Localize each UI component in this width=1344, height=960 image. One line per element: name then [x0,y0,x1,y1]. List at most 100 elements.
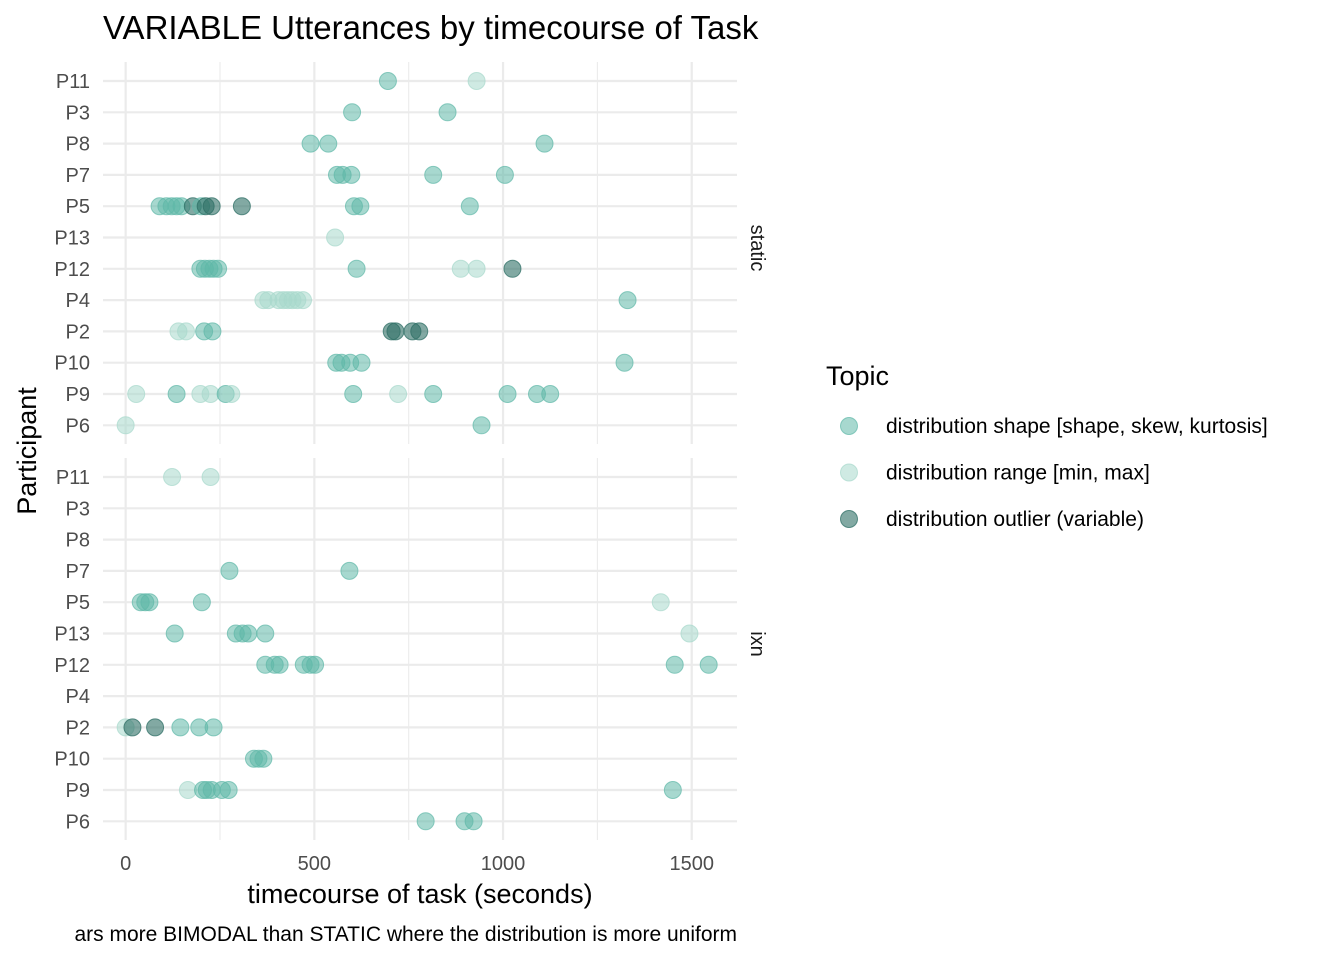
data-point-shape [665,655,684,674]
y-tick-label: P7 [66,561,90,583]
data-point-shape [254,749,273,768]
y-tick-label: P8 [66,530,90,552]
legend-item-range: distribution range [min, max] [840,462,1150,485]
data-point-shape [192,593,211,612]
facet-strip-label: static [746,225,768,272]
y-tick-label: P12 [54,655,90,677]
data-point-shape [301,134,320,153]
legend-item-shape: distribution shape [shape, skew, kurtosi… [840,415,1268,438]
data-point-outlier [146,718,165,737]
data-point-shape [319,134,338,153]
data-point-shape [352,353,371,372]
facet-strip-label: ixn [746,631,768,657]
chart-panels: P11 P3 P8 P7 P5 P13 P12 P4 P2 P10 P9 P6 static P11 P3 P… [54,62,768,840]
data-point-outlier [123,718,142,737]
data-point-range [326,228,345,247]
data-point-shape [239,624,258,643]
data-point-shape [351,197,370,216]
y-tick-label: P11 [56,467,90,489]
data-point-shape [464,812,483,831]
data-point-shape [270,655,289,674]
legend-label: distribution range [min, max] [886,462,1150,485]
y-tick-label: P6 [66,415,90,437]
data-point-shape [618,291,637,310]
legend-key [840,417,858,435]
data-point-shape [344,385,363,403]
chart-caption: ars more BIMODAL than STATIC where the d… [74,923,737,946]
data-point-shape [340,561,359,580]
y-tick-label: P4 [66,686,90,708]
legend-key [840,510,858,528]
data-point-shape [171,718,190,737]
data-point-outlier [410,322,429,341]
data-point-shape [343,103,362,122]
x-tick-label: 500 [298,853,331,875]
data-point-shape [615,353,634,372]
data-point-range [467,72,486,90]
data-point-shape [535,134,554,153]
data-point-shape [342,165,361,184]
data-point-shape [472,416,491,435]
y-tick-label: P10 [54,353,90,375]
data-point-shape [347,259,366,278]
y-tick-label: P8 [66,134,90,156]
data-point-range [451,259,470,278]
y-tick-label: P7 [66,165,90,187]
y-tick-label: P9 [66,384,90,406]
data-point-shape [220,561,239,580]
data-point-shape [203,322,222,341]
data-point-shape [256,624,275,643]
data-point-range [201,468,220,486]
data-point-shape [306,655,325,674]
y-tick-label: P10 [54,749,90,771]
data-point-shape [378,72,397,90]
y-tick-label: P13 [54,624,90,646]
x-axis-title: timecourse of task (seconds) [247,879,592,909]
data-point-range [116,416,135,435]
data-point-range [651,593,670,612]
x-axis: 0 500 1000 1500 [120,853,714,875]
data-point-shape [663,781,682,799]
y-tick-label: P12 [54,259,90,281]
data-point-shape [424,165,443,184]
legend-item-outlier: distribution outlier (variable) [840,508,1144,531]
data-point-shape [219,781,238,799]
data-point-range [389,385,408,403]
data-point-shape [416,812,435,831]
y-tick-label: P2 [66,321,90,343]
y-axis-title: Participant [12,387,42,515]
data-point-range [201,385,220,403]
chart-title: VARIABLE Utterances by timecourse of Tas… [103,9,759,46]
data-point-shape [460,197,479,216]
data-point-shape [541,385,560,403]
y-tick-label: P5 [66,592,90,614]
panel-ixn: P11 P3 P8 P7 P5 P13 P12 P4 P2 P10 P9 P6 ixn [54,458,768,840]
legend-key [840,463,858,482]
legend-label: distribution shape [shape, skew, kurtosi… [886,415,1268,438]
y-tick-label: P9 [66,780,90,802]
data-point-shape [498,385,517,403]
data-point-range [127,385,146,403]
data-point-shape [209,259,228,278]
data-point-shape [167,385,186,403]
data-point-shape [165,624,184,643]
data-point-shape [699,655,718,674]
legend-label: distribution outlier (variable) [886,508,1144,531]
data-point-range [222,385,241,403]
y-tick-label: P5 [66,196,90,218]
y-tick-label: P3 [66,498,90,520]
legend: Topic distribution shape [shape, skew, k… [826,361,1268,531]
x-tick-label: 1500 [669,853,714,875]
y-tick-label: P11 [56,71,90,93]
data-point-range [163,468,182,486]
x-tick-label: 0 [120,853,131,875]
y-tick-label: P3 [66,102,90,124]
data-point-range [467,259,486,278]
data-point-range [177,322,196,341]
data-point-outlier [202,197,221,216]
y-tick-label: P2 [66,717,90,739]
data-point-shape [140,593,159,612]
y-tick-label: P4 [66,290,90,312]
data-point-shape [495,165,514,184]
